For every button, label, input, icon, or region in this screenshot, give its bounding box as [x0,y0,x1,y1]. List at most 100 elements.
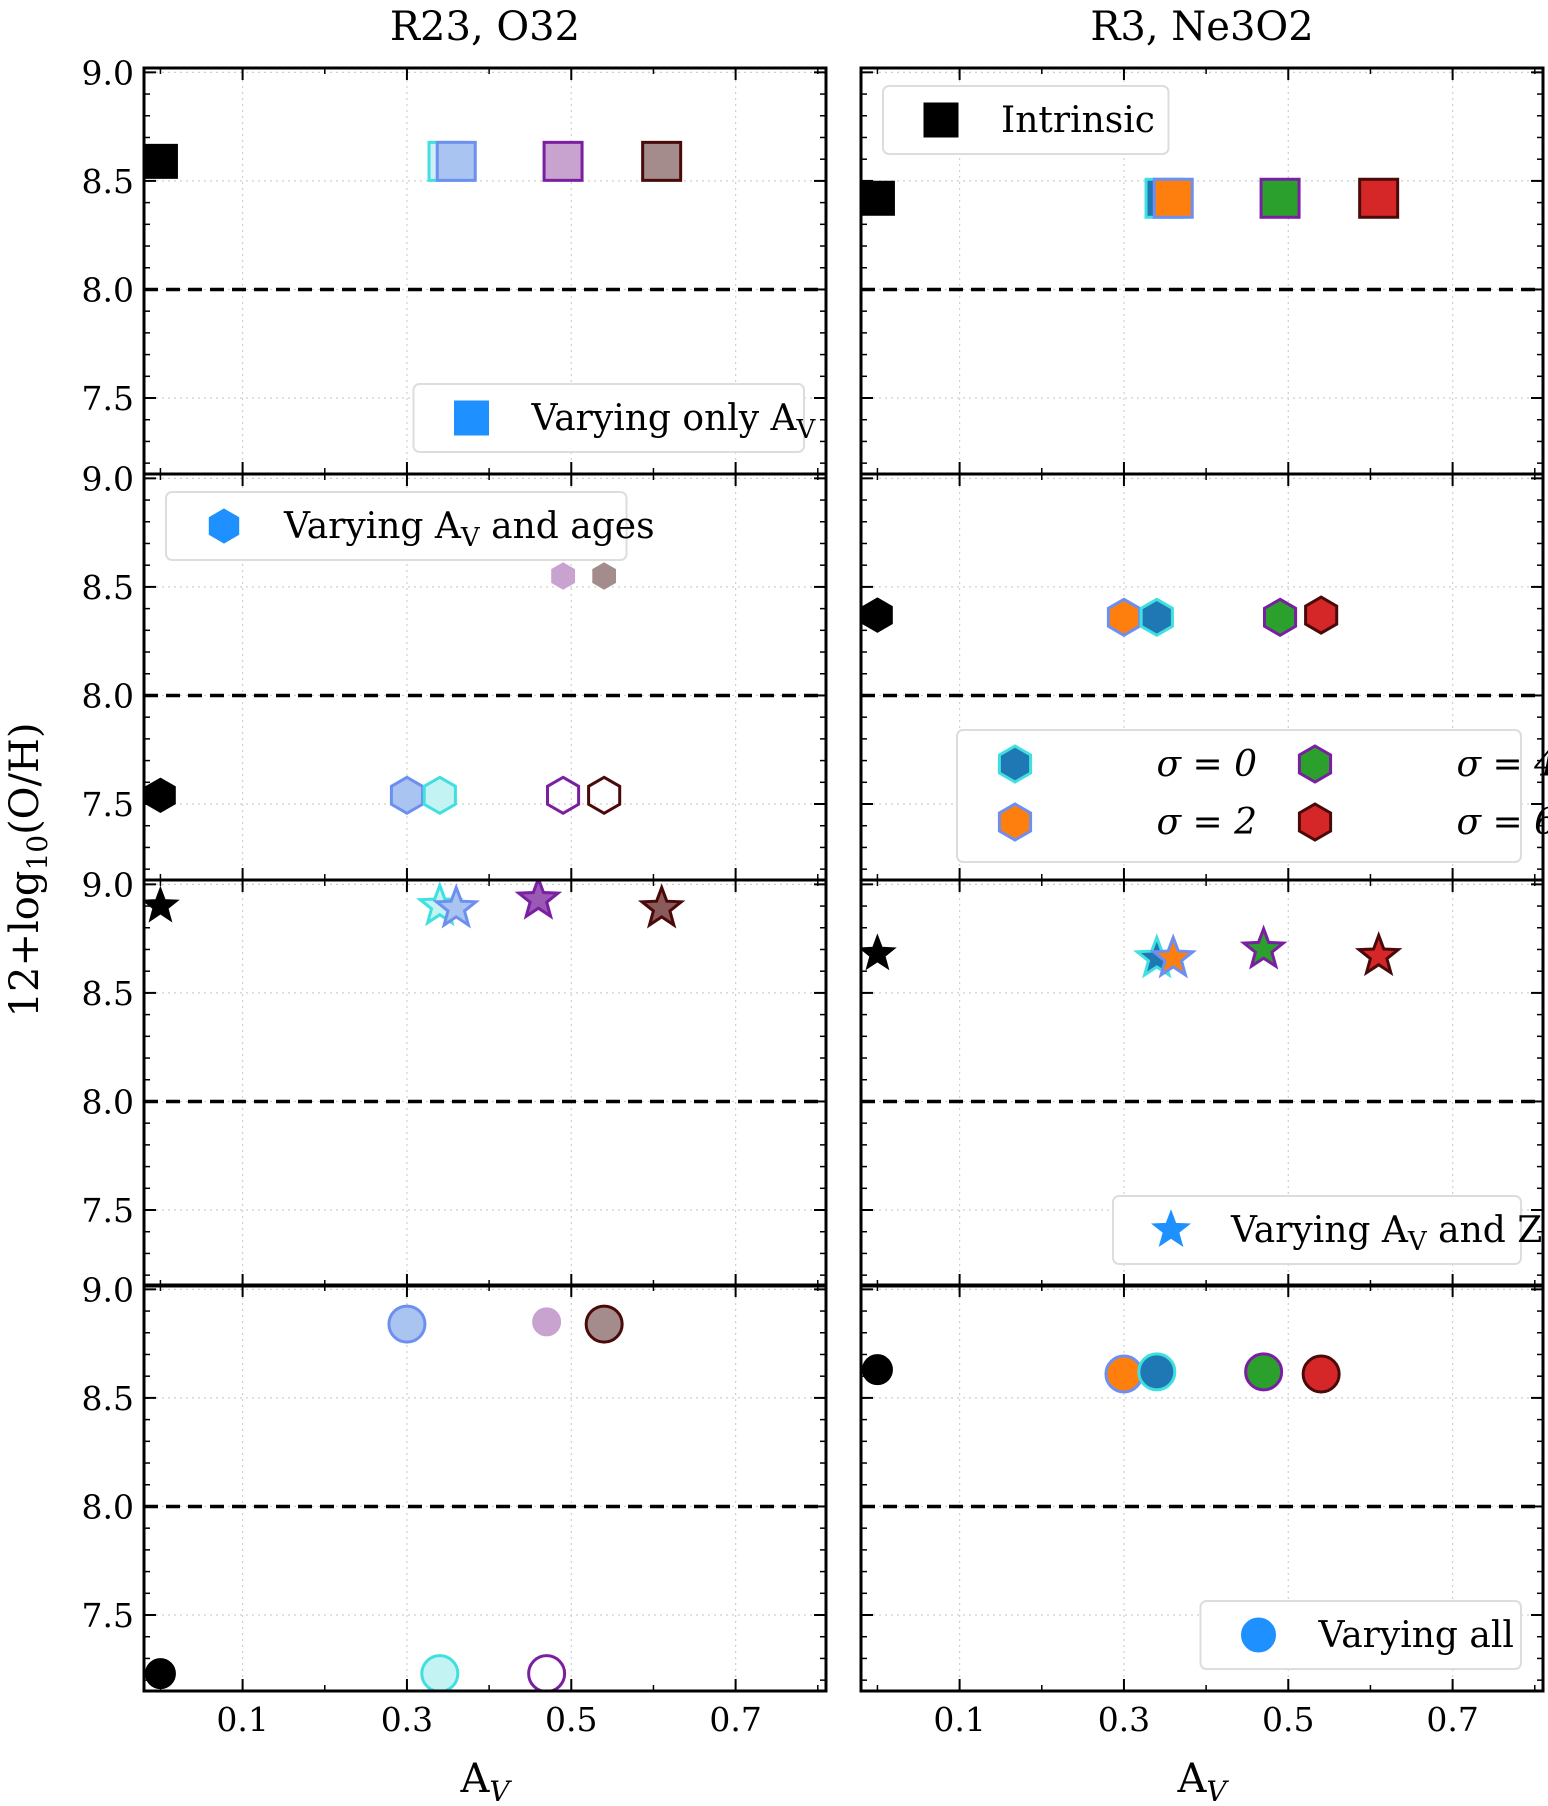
legend-box [1199,1600,1522,1670]
y-tick-label: 8.5 [82,974,134,1013]
legend-label-sub: V [796,415,817,445]
data-point [861,933,897,971]
legend-marker [454,400,489,436]
legend-label: Varying AV and ages [283,506,655,553]
x-axis-label-right: AV [1176,1756,1229,1806]
panel-r3-only-av: Intrinsic [859,66,1545,476]
data-point [1259,177,1301,219]
panel-r3-all: 0.1 0.3 0.5 0.7 Varying all [859,1283,1545,1739]
y-tick-label: 9.0 [82,459,134,498]
data-point [1239,924,1288,970]
points-group [862,595,1339,638]
data-point [637,883,686,929]
x-tick-label: 0.1 [933,1700,985,1739]
x-axis-label-sub: V [1206,1775,1229,1806]
y-tick-label: 8.5 [82,1379,134,1418]
points-group [145,562,622,816]
data-point [435,140,477,182]
x-tick-label: 0.3 [1098,1700,1150,1739]
legend-label-post: and ages [480,506,655,547]
legend-label-main: Varying A [283,506,462,547]
data-point [514,880,563,920]
x-axis-label-left: AV [459,1756,512,1806]
data-point [1152,177,1194,219]
sigma-legend-box [956,729,1522,863]
sigma-legend-label: σ = 0 [1156,744,1257,785]
y-axis-label-post: (O/H) [2,723,48,835]
data-point [861,1354,893,1386]
x-tick-label: 0.5 [545,1700,597,1739]
legend-label-post: and Z [1427,1210,1543,1251]
data-point [389,775,424,816]
points-group [144,140,683,182]
sigma-legend-marker [1297,802,1333,842]
panel-r3-ages: σ = 0 σ = 2 σ = 4 σ = 6 [859,472,1548,882]
legend-box [1112,1195,1522,1265]
data-point [587,775,622,816]
data-point [422,775,457,816]
legend-box [165,491,628,561]
x-tick-label: 0.5 [1262,1700,1314,1739]
y-tick-label: 9.0 [82,53,134,92]
data-point [551,562,575,590]
legend-label-sub: V [460,523,481,553]
legend-marker [1241,1617,1276,1653]
panel-r3-z: Varying AV and Z [859,878,1545,1288]
y-axis-label: 12+log10(O/H) [2,723,54,1018]
legend-label: Varying all [1318,1615,1514,1656]
legend-label-main: Varying only A [531,398,798,439]
points-group [144,880,686,929]
y-tick-label: 8.0 [82,676,134,715]
legend-label: Varying only AV [531,398,817,445]
data-point [420,1654,460,1691]
data-point [584,1304,624,1344]
data-point [1149,933,1197,979]
points-group [144,1304,624,1691]
panel-r23-all: 7.5 8.0 8.5 9.0 0.1 0.3 0.5 0.7 [82,1270,828,1739]
data-point [546,775,581,816]
data-point [1354,931,1403,977]
column-title-r3: R3, Ne3O2 [1090,4,1313,50]
panel-frame [142,1283,828,1693]
panel-r23-z: 7.5 8.0 8.5 9.0 [82,865,828,1288]
x-tick-label: 0.3 [381,1700,433,1739]
data-point [1358,177,1400,219]
y-tick-label: 8.5 [82,568,134,607]
y-tick-label: 8.0 [82,1487,134,1526]
data-point [387,1304,427,1344]
data-point [144,143,178,179]
x-axis-label-main: A [1176,1756,1207,1802]
data-point [532,1307,562,1337]
legend-label-main: Varying all [1318,1615,1514,1656]
legend-marker [208,508,240,544]
y-tick-label: 7.5 [82,1596,134,1635]
data-point [542,140,584,182]
data-point [432,883,480,929]
data-point [641,140,683,182]
sigma-legend-marker [997,744,1033,784]
data-point [527,1654,567,1691]
data-point [1139,597,1174,638]
points-group [861,1352,1341,1394]
y-tick-label: 7.5 [82,785,134,824]
legend-label-main: Intrinsic [1001,100,1155,141]
y-tick-label: 7.5 [82,1191,134,1230]
sigma-legend-marker [997,802,1033,842]
y-tick-label: 9.0 [82,1270,134,1309]
y-axis-label-sub: 10 [21,835,54,871]
column-title-r23: R23, O32 [390,4,580,50]
y-tick-label: 8.5 [82,162,134,201]
points-group [861,177,1400,219]
data-point [144,885,180,923]
legend-label-main: Varying A [1230,1210,1409,1251]
data-point [862,597,893,633]
data-point [1304,595,1339,635]
x-axis-label-main: A [459,1756,490,1802]
data-point [144,1658,176,1690]
data-point [1104,1354,1144,1394]
legend-label: Intrinsic [1001,100,1155,141]
x-tick-label: 0.1 [216,1700,268,1739]
y-tick-label: 8.0 [82,1082,134,1121]
